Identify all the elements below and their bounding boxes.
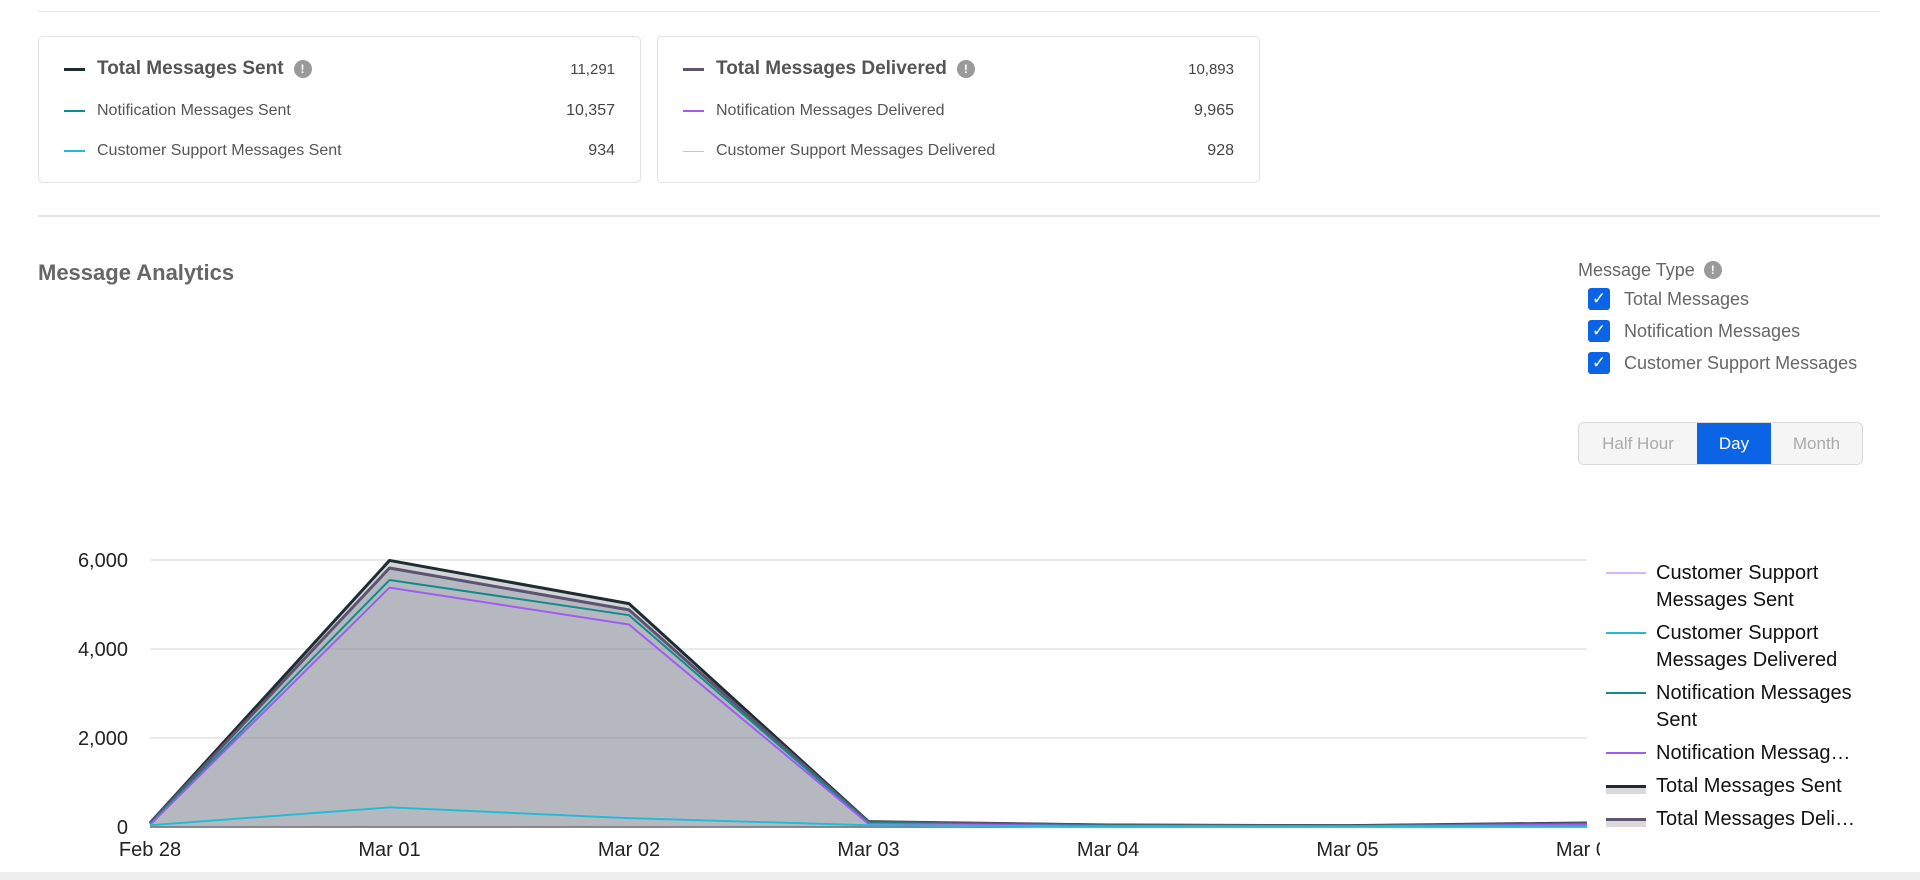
legend-item[interactable]: Customer Support Messages Sent (1606, 560, 1906, 614)
summary-title: Total Messages Delivered (716, 58, 947, 79)
granularity-half-hour-button[interactable]: Half Hour (1602, 433, 1674, 453)
granularity-toggle: Half Hour Day Month (1578, 422, 1863, 465)
summary-row: Customer Support Messages Sent 934 (64, 139, 615, 163)
legend-label: Notification Messag… (1656, 742, 1851, 764)
chart-legend: Customer Support Messages Sent Customer S… (1606, 560, 1906, 839)
x-tick-label: Mar 01 (358, 839, 420, 861)
summary-title: Total Messages Sent (97, 58, 284, 79)
x-tick-label: Mar 05 (1316, 839, 1378, 861)
legend-item[interactable]: Notification Messag… (1606, 740, 1906, 767)
series-area (150, 560, 1587, 827)
x-tick-label: Mar 06 (1556, 839, 1600, 861)
total-sent-swatch (64, 67, 85, 71)
y-tick-label: 6,000 (78, 550, 128, 572)
checkbox-checked-icon[interactable]: ✓ (1588, 352, 1610, 374)
series-area (150, 568, 1587, 827)
filter-option-label: Total Messages (1624, 288, 1750, 309)
summary-card-delivered: Total Messages Delivered ! 10,893 Notifi… (657, 36, 1260, 183)
message-type-filter: Message Type ! ✓ Total Messages ✓ Notifi… (1578, 257, 1898, 379)
filter-option-notification[interactable]: ✓ Notification Messages (1588, 315, 1898, 347)
filter-option-label: Notification Messages (1624, 320, 1801, 341)
filter-option-customer-support[interactable]: ✓ Customer Support Messages (1588, 347, 1898, 379)
series-swatch (64, 110, 85, 112)
section-divider (38, 215, 1880, 217)
summary-row: Notification Messages Sent 10,357 (64, 99, 615, 123)
y-tick-label: 4,000 (78, 639, 128, 661)
legend-swatch (1606, 818, 1646, 827)
legend-swatch (1606, 692, 1646, 694)
summary-value: 10,893 (1188, 60, 1234, 78)
legend-item[interactable]: Total Messages Deli… (1606, 806, 1906, 833)
series-line (149, 806, 1588, 828)
top-divider (38, 11, 1880, 12)
total-delivered-swatch (683, 67, 704, 71)
info-icon[interactable]: ! (956, 60, 975, 78)
summary-row: Customer Support Messages Delivered 928 (683, 139, 1234, 163)
x-tick-label: Feb 28 (119, 839, 181, 861)
summary-value: 934 (588, 142, 615, 159)
legend-label: Total Messages Deli… (1656, 808, 1855, 830)
legend-label: Total Messages Sent (1656, 775, 1842, 797)
legend-item[interactable]: Total Messages Sent (1606, 773, 1906, 800)
summary-value: 9,965 (1193, 102, 1234, 119)
summary-card-sent: Total Messages Sent ! 11,291 Notificatio… (38, 36, 641, 183)
summary-label: Customer Support Messages Sent (97, 142, 342, 159)
legend-label: Customer Support Messages Sent (1656, 562, 1819, 611)
y-tick-label: 0 (117, 817, 128, 839)
summary-value: 928 (1207, 142, 1234, 159)
checkbox-checked-icon[interactable]: ✓ (1588, 320, 1610, 342)
legend-swatch (1606, 572, 1646, 574)
legend-item[interactable]: Notification Messages Sent (1606, 680, 1906, 734)
filter-option-total[interactable]: ✓ Total Messages (1588, 283, 1898, 315)
checkbox-checked-icon[interactable]: ✓ (1588, 288, 1610, 310)
legend-label: Notification Messages Sent (1656, 682, 1852, 731)
legend-label: Customer Support Messages Delivered (1656, 622, 1838, 671)
info-icon[interactable]: ! (293, 60, 312, 78)
filter-title: Message Type (1578, 259, 1695, 280)
filter-option-label: Customer Support Messages (1624, 352, 1858, 373)
section-title: Message Analytics (38, 260, 235, 285)
x-tick-label: Mar 03 (837, 839, 899, 861)
x-tick-label: Mar 02 (598, 839, 660, 861)
filter-header: Message Type ! (1578, 257, 1898, 283)
summary-row-total-delivered: Total Messages Delivered ! 10,893 (683, 57, 1234, 81)
x-tick-label: Mar 04 (1077, 839, 1139, 861)
series-swatch (683, 150, 704, 152)
summary-label: Notification Messages Delivered (716, 102, 945, 119)
summary-value: 10,357 (566, 102, 615, 119)
series-swatch (683, 110, 704, 112)
info-icon[interactable]: ! (1703, 261, 1722, 279)
legend-item[interactable]: Customer Support Messages Delivered (1606, 620, 1906, 674)
bottom-scroll-area (0, 872, 1920, 880)
series-swatch (64, 150, 85, 152)
legend-swatch (1606, 752, 1646, 754)
summary-value: 11,291 (570, 60, 615, 78)
legend-swatch (1606, 632, 1646, 634)
summary-label: Customer Support Messages Delivered (716, 142, 996, 159)
summary-row: Notification Messages Delivered 9,965 (683, 99, 1234, 123)
granularity-day-button[interactable]: Day (1697, 423, 1771, 464)
granularity-month-button[interactable]: Month (1792, 433, 1841, 453)
y-tick-label: 2,000 (78, 728, 128, 750)
legend-swatch (1606, 785, 1646, 794)
summary-label: Notification Messages Sent (97, 102, 291, 119)
message-analytics-chart: 0 2,000 4,000 6,000 Feb 28 Mar 01 Mar 02 Mar 03… (78, 550, 1600, 861)
summary-row-total-sent: Total Messages Sent ! 11,291 (64, 57, 615, 81)
